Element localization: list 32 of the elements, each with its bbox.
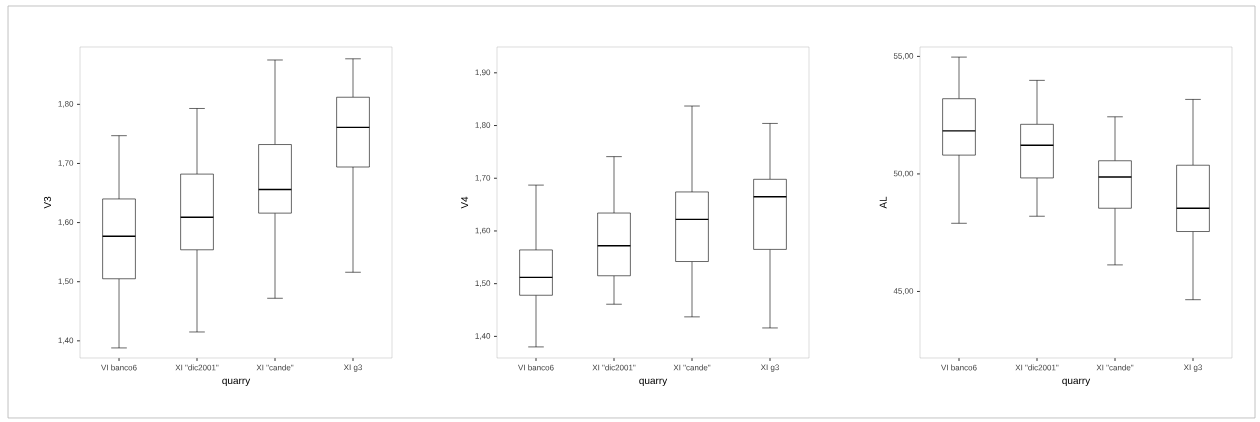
y-tick-label: 1,40 xyxy=(475,333,491,340)
x-tick-label: XI "cande" xyxy=(1096,364,1134,371)
x-tick-label: XI "dic2001" xyxy=(1015,364,1059,371)
x-tick-label: VI banco6 xyxy=(101,364,137,371)
y-tick-label: 45,00 xyxy=(893,288,914,295)
y-axis-title: V3 xyxy=(43,196,52,209)
y-axis-title: V4 xyxy=(461,196,469,209)
y-tick-label: 1,80 xyxy=(475,122,491,129)
y-tick-label: 1,60 xyxy=(475,227,491,235)
x-tick-label: XI g3 xyxy=(760,364,779,372)
y-tick-label: 1,70 xyxy=(58,160,74,167)
y-axis-title: AL xyxy=(879,196,887,209)
y-tick-label: 50,00 xyxy=(893,170,914,178)
y-tick-label: 1,40 xyxy=(58,337,74,345)
x-tick-label: XI g3 xyxy=(1183,364,1202,372)
x-tick-label: VI banco6 xyxy=(518,364,554,371)
x-axis-title: quarry xyxy=(1062,378,1091,387)
y-tick-label: 1,50 xyxy=(475,280,491,287)
x-axis-title: quarry xyxy=(222,378,251,387)
y-tick-label: 1,70 xyxy=(475,174,491,182)
x-tick-label: XI "cande" xyxy=(673,364,711,371)
y-tick-label: 1,90 xyxy=(475,69,491,77)
x-tick-label: XI "dic2001" xyxy=(175,364,219,371)
y-tick-label: 55,00 xyxy=(893,53,914,60)
y-tick-label: 1,80 xyxy=(58,101,74,108)
x-tick-label: XI "dic2001" xyxy=(592,364,636,371)
x-tick-label: VI banco6 xyxy=(941,364,977,371)
x-tick-label: XI "cande" xyxy=(256,364,294,371)
x-axis-title: quarry xyxy=(639,378,668,387)
y-tick-label: 1,50 xyxy=(58,278,74,286)
y-tick-label: 1,60 xyxy=(58,219,74,226)
x-tick-label: XI g3 xyxy=(343,364,362,372)
